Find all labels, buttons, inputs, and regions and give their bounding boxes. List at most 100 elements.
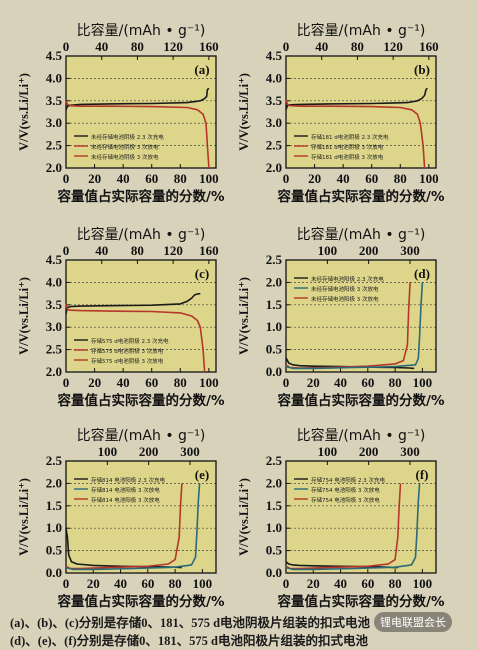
plot-area [286,260,436,372]
y-tick-label: 0.0 [46,565,62,580]
x-tick-label: 0 [283,375,290,390]
caption-line-1: (a)、(b)、(c)分别是存储0、181、575 d电池阴极片组装的扣式电池 [10,616,371,630]
x-tick-label: 80 [389,576,402,591]
top-tick-label: 300 [400,243,420,258]
top-axis-title: 比容量/(mAh • g⁻¹) [77,427,206,444]
plot-frame [285,55,437,169]
y-tick-label: 1.5 [46,498,63,513]
top-tick-label: 160 [199,243,219,258]
y-tick-label: 3.5 [46,93,63,108]
legend-label: 未经存储电池阳极 2.3 次充电 [311,275,384,283]
legend-label: 存储754 电池阳极 2.3 次充电 [311,476,385,484]
y-tick-label: 3.5 [46,297,63,312]
x-tick-label: 60 [145,171,158,186]
y-tick-label: 2.0 [46,160,62,175]
x-tick-label: 40 [117,375,130,390]
top-tick-label: 100 [318,243,338,258]
legend-label: 未经存储电池阴极 3 次放电 [91,153,159,161]
x-tick-label: 60 [361,375,374,390]
top-axis-title: 比容量/(mAh • g⁻¹) [297,226,426,243]
top-axis-title: 比容量/(mAh • g⁻¹) [297,427,426,444]
x-tick-label: 100 [413,375,433,390]
y-tick-label: 1.0 [266,319,282,334]
top-tick-label: 80 [131,243,144,258]
x-tick-label: 80 [174,171,187,186]
legend-label: 存储754 电池阳极 3 次放电 [311,486,380,494]
bottom-axis-title: 容量值占实际容量的分数/% [277,188,445,205]
y-tick-label: 2.0 [46,364,62,379]
y-tick-label: 2.0 [266,160,282,175]
x-tick-label: 80 [169,576,182,591]
top-tick-label: 300 [180,444,200,459]
top-tick-label: 100 [98,444,118,459]
series-line-3 [65,483,201,571]
plot-area [286,56,436,168]
series-line-1 [285,357,415,370]
y-tick-label: 2.5 [46,138,63,153]
x-tick-label: 60 [365,171,378,186]
y-tick-label: 2.0 [46,475,62,490]
legend-label: 存储575 d电池阴极 3 次放电 [91,357,164,365]
y-tick-label: 2.5 [266,138,283,153]
top-tick-label: 0 [63,39,70,54]
y-tick-label: 0.0 [266,364,282,379]
x-tick-label: 100 [199,375,219,390]
x-tick-label: 100 [193,576,213,591]
y-axis-title: V/V(vs.Li/Li⁺) [17,73,31,151]
legend-label: 未经存储电池阴极 3 次放电 [91,143,159,151]
panel-label: (b) [414,62,430,77]
legend-label: 存储181 d电池阴极 2.3 次充电 [311,133,389,141]
x-tick-label: 60 [145,375,158,390]
y-tick-label: 0.5 [46,543,63,558]
panel-label: (a) [194,62,209,77]
x-tick-label: 20 [307,375,320,390]
plot-frame [65,460,217,574]
x-tick-label: 0 [63,576,70,591]
x-tick-label: 40 [334,375,347,390]
top-tick-label: 40 [95,243,108,258]
y-tick-label: 0.5 [266,543,283,558]
series-line-3 [285,282,424,370]
top-axis-title: 比容量/(mAh • g⁻¹) [77,226,206,243]
x-tick-label: 40 [334,576,347,591]
x-tick-label: 40 [337,171,350,186]
top-tick-label: 80 [131,39,144,54]
panel-label: (e) [195,467,209,482]
y-tick-label: 2.5 [46,453,63,468]
y-tick-label: 2.5 [266,252,283,267]
y-tick-label: 1.5 [266,297,283,312]
series-line-2 [285,483,402,570]
x-tick-label: 80 [174,375,187,390]
y-tick-label: 2.5 [46,342,63,357]
bottom-axis-title: 容量值占实际容量的分数/% [57,593,225,610]
y-axis-title: V/V(vs.Li/Li⁺) [237,478,251,556]
top-tick-label: 120 [163,243,183,258]
series-line-2 [285,99,426,169]
y-tick-label: 2.5 [266,453,283,468]
y-tick-label: 4.0 [46,274,62,289]
y-axis-title: V/V(vs.Li/Li⁺) [17,277,31,355]
top-tick-label: 200 [359,444,379,459]
plot-area [66,461,216,573]
x-tick-label: 0 [63,171,70,186]
top-tick-label: 200 [359,243,379,258]
top-tick-label: 100 [318,444,338,459]
y-tick-label: 3.0 [266,115,282,130]
y-axis-title: V/V(vs.Li/Li⁺) [17,478,31,556]
bottom-axis-title: 容量值占实际容量的分数/% [57,188,225,205]
x-tick-label: 60 [361,576,374,591]
series-line-2 [65,100,210,169]
bottom-axis-title: 容量值占实际容量的分数/% [57,392,225,409]
top-tick-label: 120 [163,39,183,54]
legend-label: 存储814 电池阳极 2.3 次充电 [91,476,165,484]
x-tick-label: 40 [117,171,130,186]
legend-label: 存储814 电池阳极 3 次放电 [91,496,160,504]
legend-label: 存储181 d电池阴极 3 次放电 [311,153,384,161]
figure: 0 20 40 60 80 100 0 40 80 120 160 2.0 2.5 3.0 3.5 4.0 4.… [17,22,445,610]
series-line-3 [285,483,421,571]
top-axis-title: 比容量/(mAh • g⁻¹) [297,22,426,39]
plot-frame [65,259,217,373]
y-tick-label: 3.5 [266,93,283,108]
plot-area [66,56,216,168]
legend-label: 未经存储电池阳极 3 次放电 [311,285,379,293]
